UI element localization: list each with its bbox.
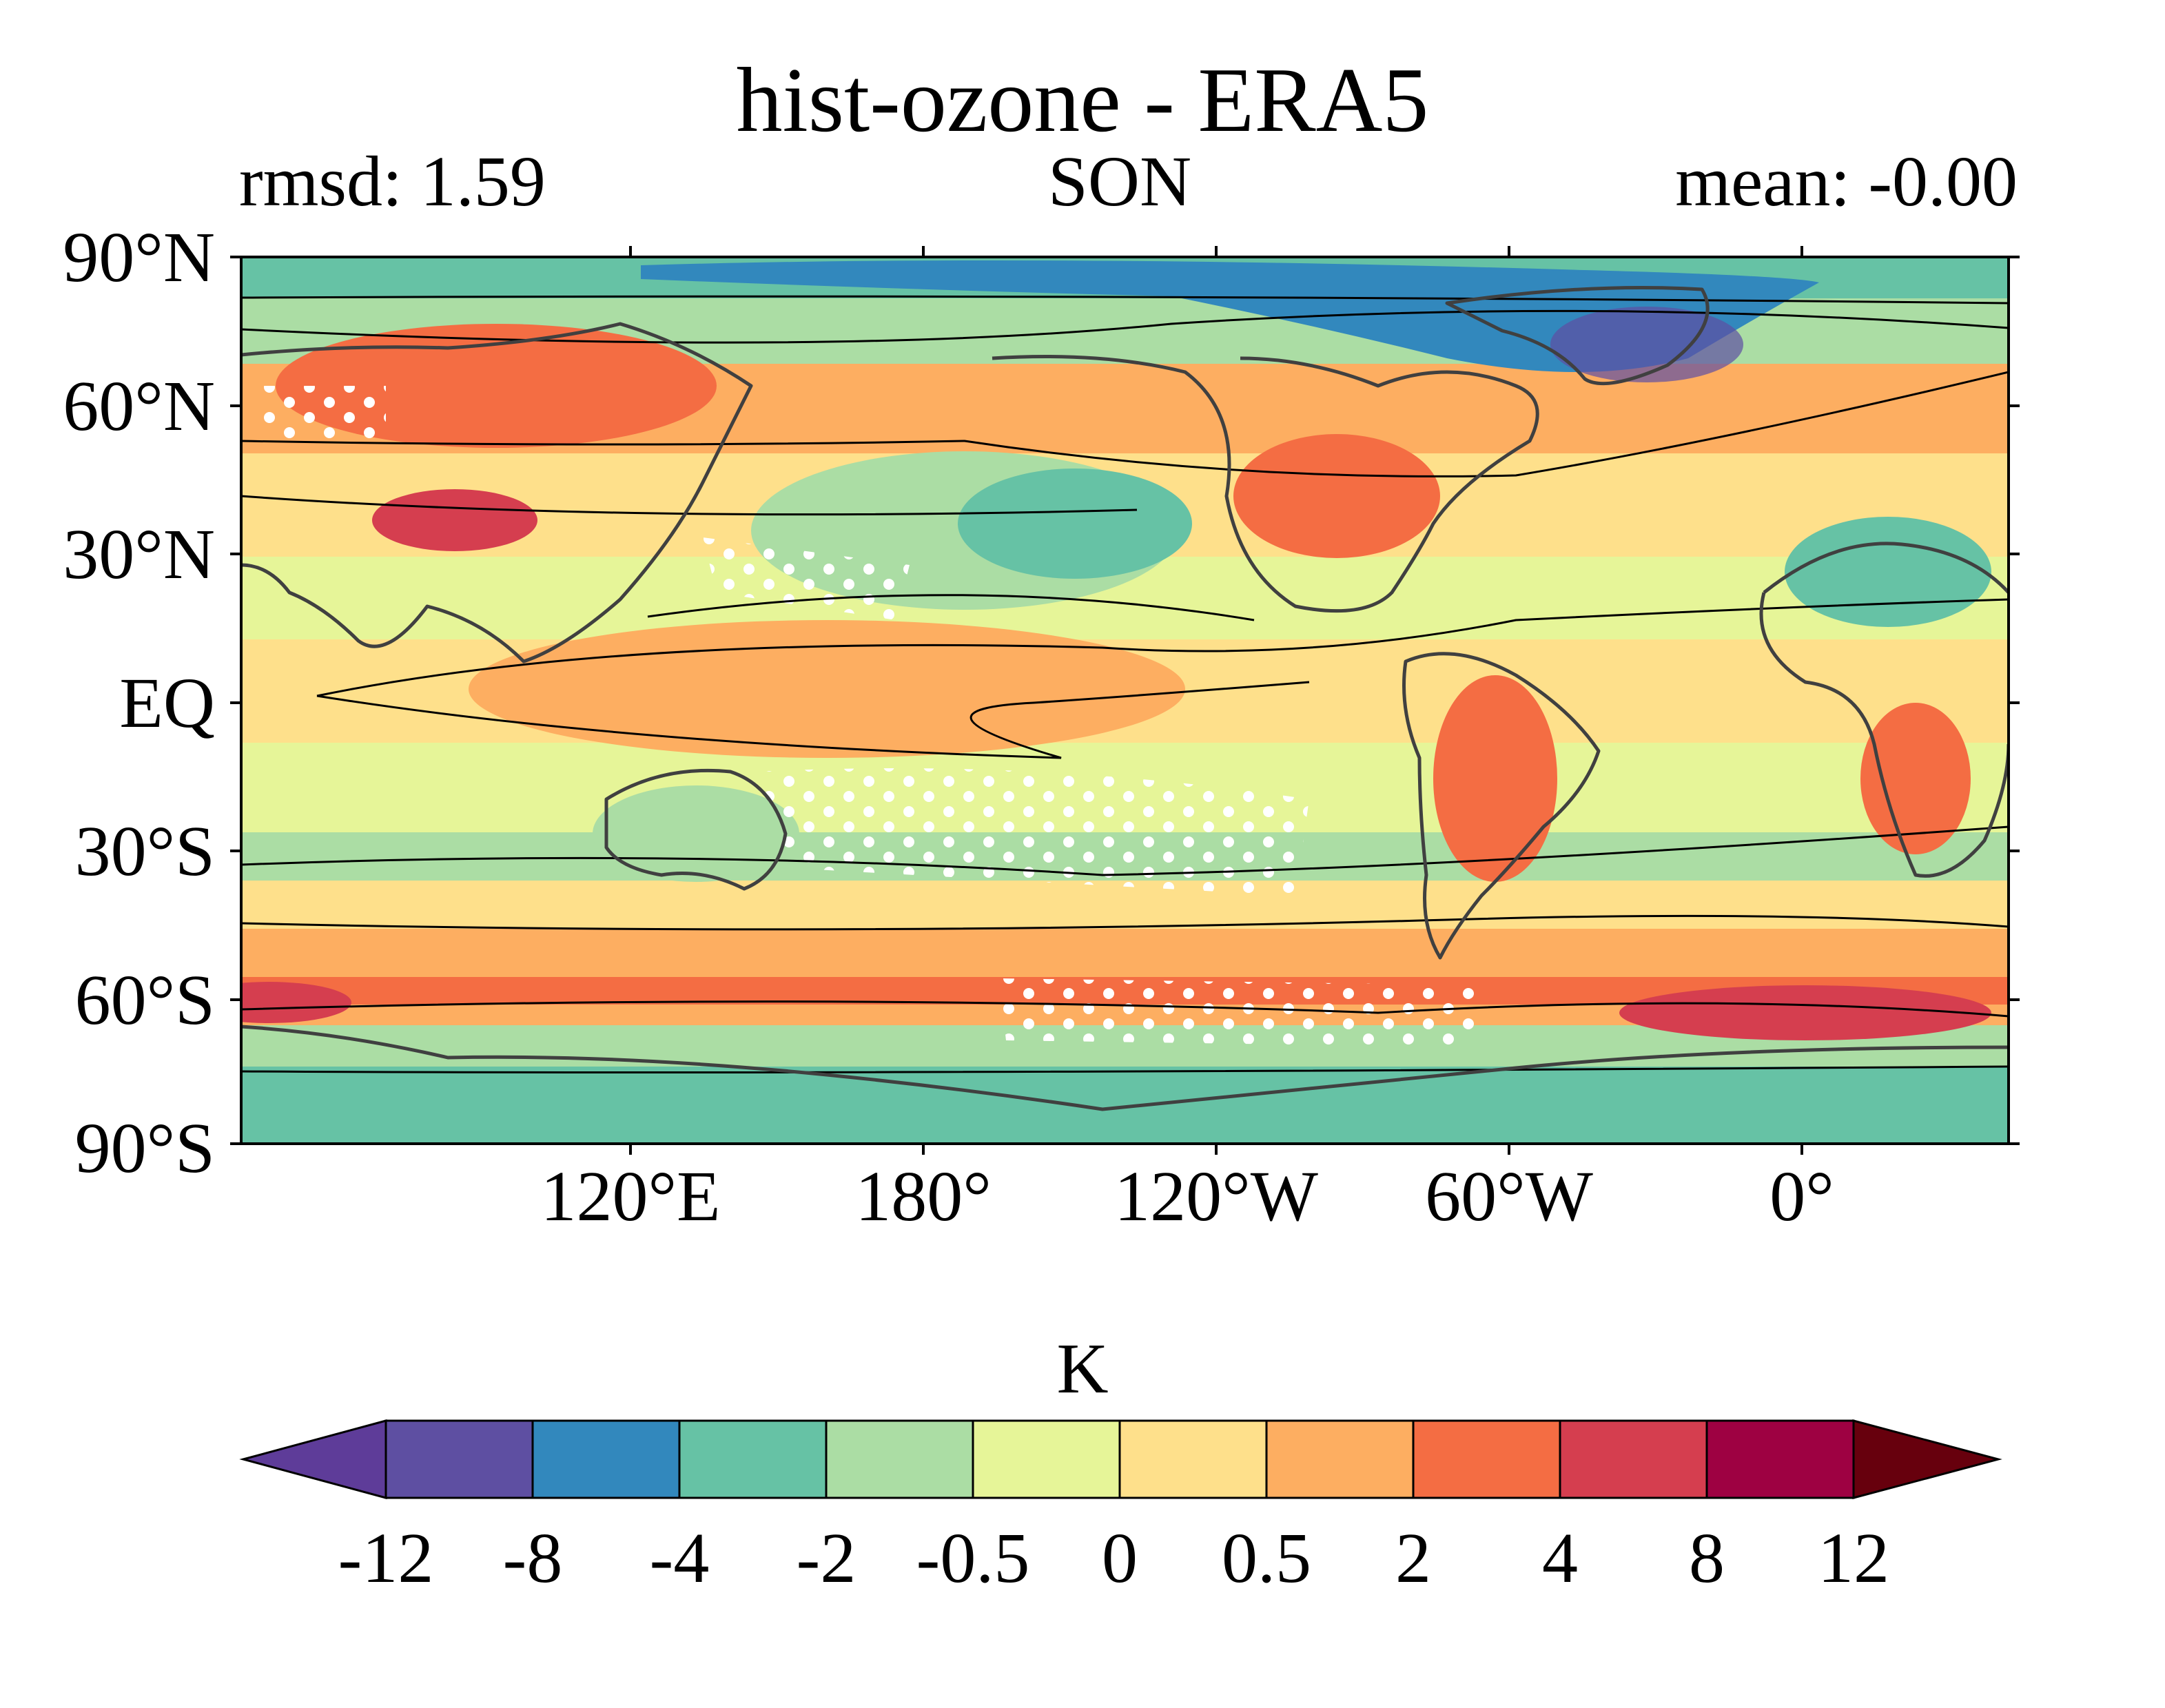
band-fill bbox=[241, 1067, 2009, 1144]
coast-antarctica bbox=[241, 1025, 2009, 1111]
coast-south-america bbox=[1402, 652, 1601, 960]
lat-label-30n: 30°N bbox=[63, 515, 215, 594]
map-frame bbox=[240, 256, 2010, 1145]
coast-greenland bbox=[1445, 286, 1710, 386]
lon-label-60w: 60°W bbox=[1425, 1157, 1593, 1236]
coast-eurasia bbox=[241, 322, 753, 663]
lat-label-60n: 60°N bbox=[63, 367, 215, 446]
colorbar-bin bbox=[678, 1419, 828, 1499]
colorbar-bin bbox=[825, 1419, 974, 1499]
colorbar-tick-label: 2 bbox=[1395, 1519, 1431, 1598]
colorbar-tick-label: 0 bbox=[1102, 1519, 1138, 1598]
colorbar-bin bbox=[531, 1419, 681, 1499]
colorbar-tick-label: -8 bbox=[502, 1519, 563, 1598]
lon-label-120e: 120°E bbox=[540, 1157, 721, 1236]
lon-label-120w: 120°W bbox=[1114, 1157, 1318, 1236]
stipple-region bbox=[262, 386, 386, 441]
colorbar-unit-label: K bbox=[1056, 1329, 1109, 1408]
band-fill bbox=[241, 881, 2009, 929]
greenland-anomaly bbox=[1550, 307, 1743, 382]
lat-label-90n: 90°N bbox=[63, 218, 215, 297]
coast-africa bbox=[1759, 542, 2009, 878]
rmsd-annotation: rmsd: 1.59 bbox=[239, 142, 546, 221]
arctic-negative-anomaly bbox=[641, 260, 1819, 372]
colorbar-bin bbox=[1705, 1419, 1855, 1499]
colorbar-tick-label: -0.5 bbox=[916, 1519, 1030, 1598]
lon-label-0: 0° bbox=[1769, 1157, 1834, 1236]
lat-label-eq: EQ bbox=[119, 663, 215, 743]
axis-ticks bbox=[230, 246, 2020, 1155]
lat-label-90s: 90°S bbox=[74, 1109, 215, 1188]
colorbar-tick-label: 0.5 bbox=[1222, 1519, 1311, 1598]
season-annotation: SON bbox=[1048, 142, 1192, 221]
stipple-region bbox=[999, 978, 1481, 1047]
climatology-contours bbox=[241, 295, 2009, 1073]
na-land-anomaly bbox=[1233, 434, 1440, 558]
colorbar-tick-label: 12 bbox=[1818, 1519, 1889, 1598]
africa-anomaly bbox=[1860, 703, 1971, 854]
colorbar-bin bbox=[1559, 1419, 1708, 1499]
tibet-anomaly bbox=[372, 489, 537, 551]
stipple-region bbox=[703, 537, 910, 620]
coast-north-america bbox=[992, 355, 1539, 613]
coastlines bbox=[241, 286, 2009, 1111]
mean-annotation: mean: -0.00 bbox=[1675, 142, 2018, 221]
colorbar-extend-over bbox=[1852, 1419, 2002, 1499]
southern-ocean-anomaly bbox=[1619, 985, 1991, 1040]
plot-title: hist-ozone - ERA5 bbox=[736, 49, 1429, 151]
colorbar-bin bbox=[1118, 1419, 1268, 1499]
west-pacific-warm-band bbox=[469, 620, 1185, 758]
lat-label-30s: 30°S bbox=[74, 812, 215, 891]
sahara-anomaly bbox=[1785, 517, 1991, 627]
colorbar-bin bbox=[1412, 1419, 1561, 1499]
colorbar-tick-label: 4 bbox=[1542, 1519, 1578, 1598]
colorbar-bin bbox=[1265, 1419, 1415, 1499]
southern-ocean-west-anomaly bbox=[241, 982, 351, 1023]
map-panel bbox=[230, 246, 2020, 1155]
colorbar bbox=[239, 1419, 2002, 1499]
south-america-anomaly bbox=[1433, 675, 1557, 882]
colorbar-tick-label: -2 bbox=[796, 1519, 856, 1598]
colorbar-tick-label: -4 bbox=[649, 1519, 710, 1598]
lat-label-60s: 60°S bbox=[74, 960, 215, 1040]
colorbar-extend-under bbox=[239, 1419, 387, 1499]
colorbar-bin bbox=[972, 1419, 1121, 1499]
lon-label-180: 180° bbox=[855, 1157, 992, 1236]
colorbar-tick-label: -12 bbox=[338, 1519, 434, 1598]
coast-australia bbox=[604, 768, 788, 891]
band-fill bbox=[241, 929, 2009, 977]
north-pacific-core bbox=[958, 469, 1192, 579]
colorbar-bin bbox=[384, 1419, 534, 1499]
colorbar-tick-label: 8 bbox=[1689, 1519, 1725, 1598]
